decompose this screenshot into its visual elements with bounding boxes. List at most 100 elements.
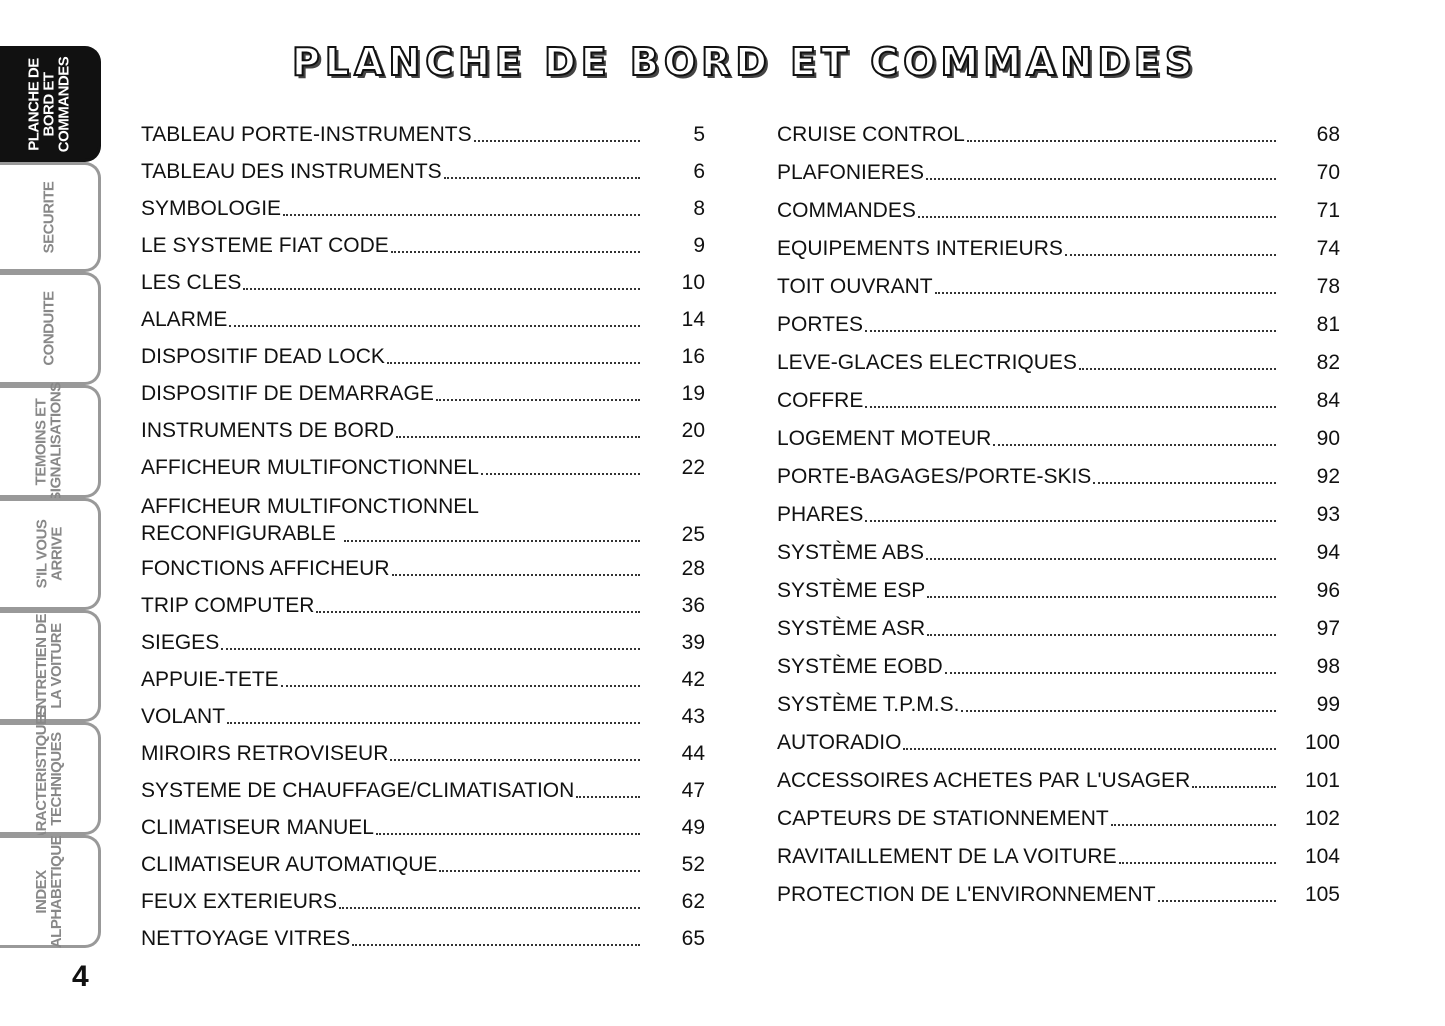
toc-entry[interactable]: EQUIPEMENTS INTERIEURS 74 <box>777 237 1340 261</box>
section-tab[interactable]: TEMOINS ET SIGNALISATIONS <box>0 382 101 501</box>
dot-leader <box>1093 482 1276 484</box>
section-tab[interactable]: INDEX ALPHABETIQUE <box>0 835 101 948</box>
toc-entry[interactable]: PHARES 93 <box>777 503 1340 527</box>
dot-leader <box>865 406 1276 408</box>
toc-entry[interactable]: PORTE-BAGAGES/PORTE-SKIS 92 <box>777 465 1340 489</box>
toc-entry[interactable]: MIROIRS RETROVISEUR 44 <box>141 742 705 766</box>
toc-entry-page: 62 <box>681 890 705 913</box>
toc-entry-page: 97 <box>1316 617 1340 640</box>
toc-entry-page: 5 <box>693 123 705 146</box>
toc-entry[interactable]: CRUISE CONTROL 68 <box>777 123 1340 147</box>
toc-entry[interactable]: SYSTÈME ABS 94 <box>777 541 1340 565</box>
dot-leader <box>1078 368 1276 370</box>
toc-entry-page: 28 <box>681 557 705 580</box>
toc-entry-title: APPUIE-TETE <box>141 668 279 691</box>
toc-entry[interactable]: SIEGES 39 <box>141 631 705 655</box>
section-tab[interactable]: S'IL VOUS ARRIVE <box>0 498 101 610</box>
toc-entry-page: 16 <box>681 345 705 368</box>
toc-entry-page: 20 <box>681 419 705 442</box>
toc-entry[interactable]: ACCESSOIRES ACHETES PAR L'USAGER 101 <box>777 769 1340 793</box>
toc-entry[interactable]: AFFICHEUR MULTIFONCTIONNEL RECONFIGURABL… <box>141 493 705 547</box>
toc-entry-title: DISPOSITIF DE DEMARRAGE <box>141 382 434 405</box>
section-tab[interactable]: ENTRETIEN DE LA VOITURE <box>0 610 101 722</box>
section-tab-label: ENTRETIEN DE LA VOITURE <box>33 613 66 719</box>
toc-entry[interactable]: TOIT OUVRANT 78 <box>777 275 1340 299</box>
toc-entry[interactable]: PORTES 81 <box>777 313 1340 337</box>
toc-entry[interactable]: TRIP COMPUTER 36 <box>141 594 705 618</box>
toc-entry[interactable]: SYSTÈME ESP 96 <box>777 579 1340 603</box>
toc-entry[interactable]: TABLEAU DES INSTRUMENTS 6 <box>141 160 705 184</box>
section-tab-label: CARACTERISTIQUES TECHNIQUES <box>33 705 65 852</box>
toc-entry-page: 82 <box>1316 351 1340 374</box>
toc-entry[interactable]: SYSTÈME EOBD 98 <box>777 655 1340 679</box>
toc-entry[interactable]: SYSTÈME ASR 97 <box>777 617 1340 641</box>
dot-leader <box>443 177 640 179</box>
toc-entry[interactable]: RAVITAILLEMENT DE LA VOITURE 104 <box>777 845 1340 869</box>
section-tab-label: CONDUITE <box>40 291 58 366</box>
dot-leader <box>1110 824 1276 826</box>
dot-leader <box>1064 254 1276 256</box>
dot-leader <box>926 178 1276 180</box>
toc-entry[interactable]: LOGEMENT MOTEUR 90 <box>777 427 1340 451</box>
toc-entry[interactable]: SYSTÈME T.P.M.S. 99 <box>777 693 1340 717</box>
toc-entry[interactable]: FONCTIONS AFFICHEUR 28 <box>141 557 705 581</box>
toc-entry-title: SYSTEME DE CHAUFFAGE/CLIMATISATION <box>141 779 575 802</box>
toc-entry[interactable]: LEVE-GLACES ELECTRIQUES 82 <box>777 351 1340 375</box>
toc-entry-page: 8 <box>693 197 705 220</box>
toc-entry[interactable]: INSTRUMENTS DE BORD 20 <box>141 419 705 443</box>
toc-entry[interactable]: LES CLES 10 <box>141 271 705 295</box>
toc-entry-page: 105 <box>1304 883 1340 906</box>
toc-entry[interactable]: ALARME 14 <box>141 308 705 332</box>
section-tab[interactable]: SECURITE <box>0 162 101 272</box>
toc-entry[interactable]: COFFRE 84 <box>777 389 1340 413</box>
toc-entry[interactable]: VOLANT 43 <box>141 705 705 729</box>
toc-entry[interactable]: NETTOYAGE VITRES 65 <box>141 927 705 951</box>
toc-entry[interactable]: FEUX EXTERIEURS 62 <box>141 890 705 914</box>
toc-entry[interactable]: COMMANDES 71 <box>777 199 1340 223</box>
toc-entry-title: FONCTIONS AFFICHEUR <box>141 557 390 580</box>
toc-entry-title: PLAFONIERES <box>777 161 925 184</box>
dot-leader <box>917 216 1276 218</box>
dot-leader <box>926 558 1276 560</box>
toc-entry-page: 68 <box>1316 123 1340 146</box>
toc-entry[interactable]: AUTORADIO 100 <box>777 731 1340 755</box>
toc-entry-title: AUTORADIO <box>777 731 902 754</box>
toc-entry[interactable]: DISPOSITIF DE DEMARRAGE 19 <box>141 382 705 406</box>
toc-entry[interactable]: TABLEAU PORTE-INSTRUMENTS 5 <box>141 123 705 147</box>
toc-entry[interactable]: CAPTEURS DE STATIONNEMENT 102 <box>777 807 1340 831</box>
section-tab[interactable]: CARACTERISTIQUES TECHNIQUES <box>0 705 101 852</box>
dot-leader <box>386 362 640 364</box>
toc-entry[interactable]: SYSTEME DE CHAUFFAGE/CLIMATISATION 47 <box>141 779 705 803</box>
toc-entry[interactable]: PROTECTION DE L'ENVIRONNEMENT 105 <box>777 883 1340 907</box>
toc-entry-page: 10 <box>681 271 705 294</box>
dot-leader <box>576 796 640 798</box>
dot-leader <box>1192 786 1276 788</box>
toc-entry[interactable]: APPUIE-TETE 42 <box>141 668 705 692</box>
toc-entry-title: SYMBOLOGIE <box>141 197 282 220</box>
toc-entry-page: 42 <box>681 668 705 691</box>
section-tab[interactable]: CONDUITE <box>0 272 101 385</box>
toc-entry[interactable]: SYMBOLOGIE 8 <box>141 197 705 221</box>
toc-entry-title: AFFICHEUR MULTIFONCTIONNEL <box>141 456 479 479</box>
toc-entry[interactable]: CLIMATISEUR AUTOMATIQUE 52 <box>141 853 705 877</box>
toc-entry-title: PORTE-BAGAGES/PORTE-SKIS <box>777 465 1092 488</box>
toc-entry-title: CRUISE CONTROL <box>777 123 965 146</box>
toc-entry[interactable]: LE SYSTEME FIAT CODE 9 <box>141 234 705 258</box>
toc-entry[interactable]: PLAFONIERES 70 <box>777 161 1340 185</box>
dot-leader <box>316 611 640 613</box>
dot-leader <box>390 251 640 253</box>
dot-leader <box>944 672 1276 674</box>
page-title: PLANCHE DE BORD ET COMMANDES <box>291 39 1198 85</box>
toc-entry[interactable]: CLIMATISEUR MANUEL 49 <box>141 816 705 840</box>
toc-entry-title: CAPTEURS DE STATIONNEMENT <box>777 807 1109 830</box>
toc-entry[interactable]: DISPOSITIF DEAD LOCK 16 <box>141 345 705 369</box>
toc-entry-page: 74 <box>1316 237 1340 260</box>
toc-entry-title: SYSTÈME ABS <box>777 541 925 564</box>
toc-entry[interactable]: AFFICHEUR MULTIFONCTIONNEL 22 <box>141 456 705 480</box>
section-tab[interactable]: PLANCHE DE BORD ET COMMANDES <box>0 46 101 162</box>
toc-entry-title: MIROIRS RETROVISEUR <box>141 742 389 765</box>
toc-entry-page: 98 <box>1316 655 1340 678</box>
toc-entry-title: SYSTÈME T.P.M.S. <box>777 693 960 716</box>
dot-leader <box>439 870 640 872</box>
toc-entry-page: 96 <box>1316 579 1340 602</box>
